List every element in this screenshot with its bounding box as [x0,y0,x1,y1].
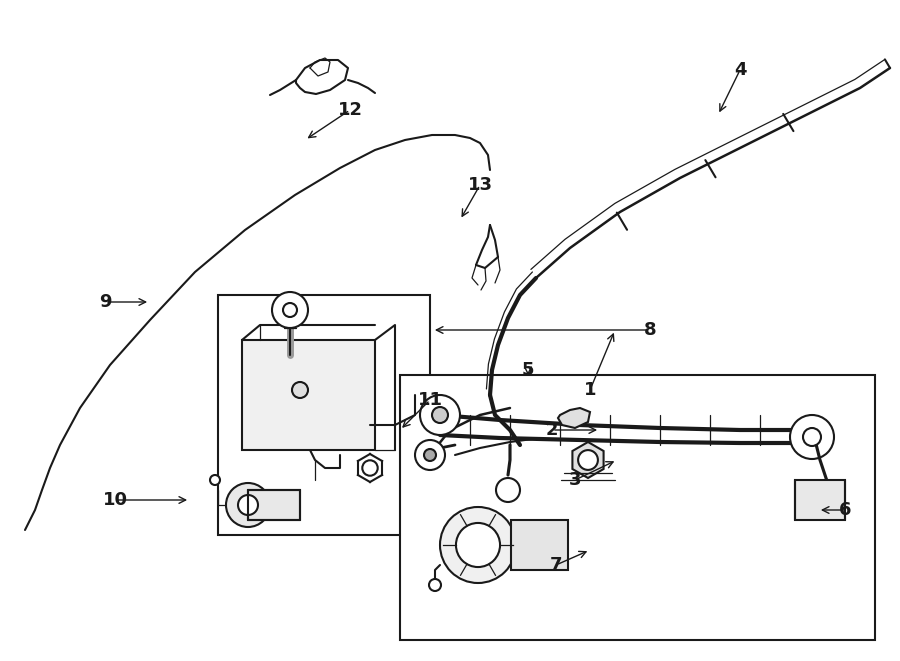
Circle shape [226,483,270,527]
Circle shape [456,523,500,567]
Circle shape [272,292,308,328]
Circle shape [415,440,445,470]
Circle shape [496,478,520,502]
Bar [400,375,875,640]
Text: 2: 2 [545,421,558,439]
Circle shape [420,395,460,435]
Text: 3: 3 [569,471,581,489]
Text: 12: 12 [338,101,363,119]
Text: 4: 4 [734,61,746,79]
Bar [218,295,430,535]
Bar [248,490,300,520]
Bar [242,340,375,450]
Polygon shape [558,408,590,428]
Circle shape [790,415,834,459]
Circle shape [292,382,308,398]
Circle shape [432,407,448,423]
Circle shape [803,428,821,446]
Circle shape [424,449,436,461]
Bar [795,480,845,520]
Text: 11: 11 [418,391,443,409]
Text: 7: 7 [550,556,562,574]
Circle shape [363,460,378,476]
Text: 13: 13 [467,176,492,194]
Circle shape [429,579,441,591]
Circle shape [440,507,516,583]
Circle shape [283,303,297,317]
Text: 10: 10 [103,491,128,509]
Circle shape [238,495,258,515]
Polygon shape [572,442,604,478]
Text: 9: 9 [99,293,112,311]
Text: 8: 8 [644,321,656,339]
Circle shape [578,450,598,470]
Text: 6: 6 [839,501,851,519]
Circle shape [210,475,220,485]
Bar [511,520,568,570]
Text: 5: 5 [522,361,535,379]
Text: 1: 1 [584,381,596,399]
